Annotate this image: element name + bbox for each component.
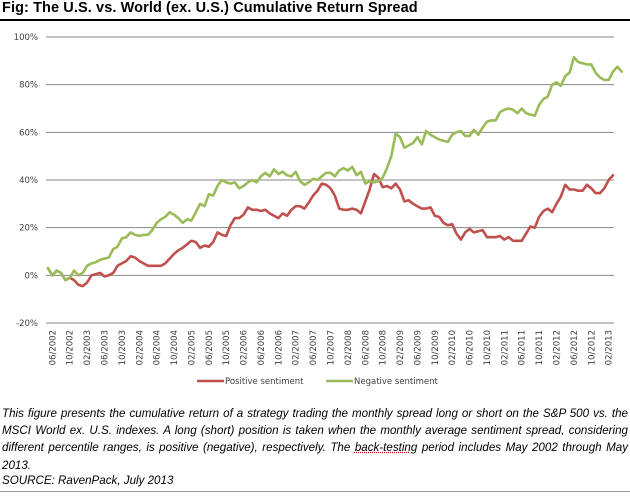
- x-tick-label: 06/2003: [101, 330, 111, 365]
- legend: Positive sentiment Negative sentiment: [197, 377, 438, 387]
- x-tick-label: 06/2011: [518, 330, 528, 365]
- x-tick-label: 10/2004: [170, 330, 180, 365]
- x-tick-label: 10/2006: [274, 330, 284, 365]
- y-tick-label: 0%: [25, 271, 39, 281]
- legend-label: Positive sentiment: [225, 377, 304, 387]
- x-tick-label: 02/2011: [500, 330, 510, 365]
- x-tick-label: 02/2012: [553, 330, 563, 365]
- y-tick-label: 60%: [19, 128, 38, 138]
- figure-title: Fig: The U.S. vs. World (ex. U.S.) Cumul…: [2, 0, 418, 16]
- x-tick-label: 10/2003: [118, 330, 128, 365]
- x-tick-label: 02/2010: [448, 330, 458, 365]
- x-tick-label: 02/2013: [605, 330, 615, 365]
- y-tick-label: 40%: [19, 176, 38, 186]
- figure-caption: This figure presents the cumulative retu…: [2, 405, 628, 474]
- x-tick-label: 06/2005: [205, 330, 215, 365]
- source-note: SOURCE: RavenPack, July 2013: [2, 474, 174, 487]
- x-tick-label: 06/2009: [413, 330, 423, 365]
- y-tick-label: 20%: [19, 224, 38, 234]
- gridlines: [46, 36, 614, 324]
- x-tick-label: 06/2006: [257, 330, 267, 365]
- x-tick-label: 06/2007: [309, 330, 319, 365]
- x-tick-label: 02/2005: [187, 330, 197, 365]
- x-tick-label: 06/2010: [466, 330, 476, 365]
- x-tick-label: 06/2008: [361, 330, 371, 365]
- x-axis-ticks: 06/2002 10/2002 02/2003 06/2003 10/2003 02/20…: [48, 330, 614, 365]
- caption-text-2: period includes May 2002 through May 201…: [2, 441, 628, 472]
- x-tick-label: 10/2008: [379, 330, 389, 365]
- cumulative-return-chart: -20% 0% 20% 40% 60% 80% 100% 06/2002 10/2002 02/…: [14, 33, 624, 387]
- x-tick-label: 02/2004: [135, 330, 145, 365]
- x-tick-label: 10/2007: [327, 330, 337, 365]
- x-tick-label: 10/2011: [535, 330, 545, 365]
- caption-text-1: This figure presents the cumulative retu…: [2, 407, 628, 455]
- y-tick-label: 80%: [19, 81, 38, 91]
- x-tick-label: 10/2009: [431, 330, 441, 365]
- x-tick-label: 02/2009: [396, 330, 406, 365]
- x-tick-label: 06/2002: [48, 330, 58, 365]
- x-tick-label: 02/2003: [83, 330, 93, 365]
- series-line-negative: [46, 55, 624, 282]
- x-tick-label: 06/2004: [153, 330, 163, 365]
- series-lines: [46, 55, 624, 288]
- x-tick-label: 10/2002: [66, 330, 76, 365]
- y-axis-ticks: -20% 0% 20% 40% 60% 80% 100%: [14, 33, 38, 329]
- title-underline: [0, 19, 630, 21]
- y-tick-label: 100%: [14, 33, 38, 43]
- x-tick-label: 06/2012: [570, 330, 580, 365]
- x-tick-label: 10/2010: [483, 330, 493, 365]
- x-tick-label: 02/2006: [240, 330, 250, 365]
- y-tick-label: -20%: [16, 319, 38, 329]
- x-tick-label: 10/2005: [222, 330, 232, 365]
- x-tick-label: 02/2008: [344, 330, 354, 365]
- x-tick-label: 02/2007: [292, 330, 302, 365]
- bottom-divider: [0, 491, 630, 492]
- series-line-positive: [46, 172, 615, 288]
- x-tick-label: 10/2012: [587, 330, 597, 365]
- caption-underlined-term: back-testing: [354, 441, 418, 455]
- legend-label: Negative sentiment: [354, 377, 438, 387]
